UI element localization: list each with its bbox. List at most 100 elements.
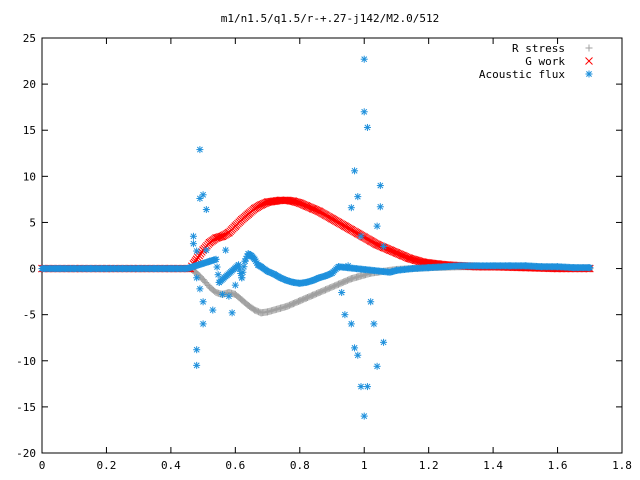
curve-point (374, 241, 383, 249)
data-point (202, 246, 210, 254)
y-tick-label: 5 (29, 216, 36, 229)
curve-point (235, 261, 243, 269)
data-point (196, 146, 204, 154)
curve-point (384, 245, 393, 254)
data-point (360, 55, 368, 63)
data-point (193, 247, 201, 255)
data-point (363, 123, 371, 131)
y-tick-label: -5 (23, 309, 36, 322)
curve-point (298, 200, 307, 209)
data-point (347, 320, 355, 328)
series-acoustic-flux (38, 55, 594, 420)
curve-point (304, 203, 313, 211)
curve-point (302, 201, 311, 210)
data-point (199, 191, 207, 199)
curve-point (395, 250, 403, 258)
curve-point (213, 263, 221, 271)
curve-point (401, 252, 410, 261)
y-tick-label: -15 (16, 401, 36, 414)
curve-point (258, 200, 267, 209)
curve-point (390, 247, 398, 256)
curve-point (308, 204, 317, 213)
data-point (360, 412, 368, 420)
legend-marker (585, 44, 593, 52)
curve-point (297, 199, 305, 208)
y-tick-label: 0 (29, 263, 36, 276)
data-point (376, 203, 384, 211)
curve-point (393, 249, 402, 258)
data-point (380, 338, 388, 346)
y-tick-label: 15 (23, 124, 36, 137)
data-point (351, 167, 359, 175)
curve-point (301, 201, 309, 210)
x-tick-label: 1.6 (548, 459, 568, 472)
data-point (370, 320, 378, 328)
curve-point (259, 199, 268, 208)
curve-point (295, 199, 304, 207)
legend-label: R stress (512, 42, 565, 55)
y-tick-label: 10 (23, 170, 36, 183)
y-tick-label: -10 (16, 355, 36, 368)
curve-point (299, 200, 308, 209)
x-tick-label: 0.8 (290, 459, 310, 472)
data-point (199, 298, 207, 306)
x-tick-label: 1.4 (483, 459, 503, 472)
data-point (354, 351, 362, 359)
data-point (338, 289, 346, 297)
curve-point (311, 205, 320, 214)
x-tick-label: 0.4 (161, 459, 181, 472)
curve-point (397, 251, 406, 259)
data-point (347, 204, 355, 212)
data-point (380, 242, 388, 250)
x-tick-label: 0 (39, 459, 46, 472)
y-tick-label: 25 (23, 32, 36, 45)
data-point (363, 383, 371, 391)
curve-point (303, 202, 312, 211)
curve-point (217, 232, 226, 241)
legend-marker (585, 70, 593, 78)
data-point (231, 281, 239, 289)
chart-title: m1/n1.5/q1.5/r-+.27-j142/M2.0/512 (221, 12, 440, 25)
legend-label: G work (525, 55, 565, 68)
data-point (351, 344, 359, 352)
data-point (218, 290, 226, 298)
x-tick-label: 1 (361, 459, 368, 472)
curve-point (306, 203, 314, 212)
data-point (373, 362, 381, 370)
curve-point (212, 255, 220, 263)
plot-frame (41, 37, 623, 454)
x-tick-label: 1.2 (419, 459, 439, 472)
curve-point (310, 205, 318, 214)
data-point (357, 383, 365, 391)
curve-point (312, 206, 321, 215)
data-point (228, 309, 236, 317)
data-point (193, 361, 201, 369)
data-point (196, 194, 204, 202)
axes: 0 0.2 0.4 0.6 0.8 1 1.2 1.4 1.6 1.8 -20 -15 -10 -5 0 5 1… (16, 32, 632, 472)
curve-point (396, 250, 405, 259)
data-point (193, 346, 201, 354)
data-point (202, 206, 210, 214)
y-tick-label: 20 (23, 78, 36, 91)
curve-point (392, 249, 401, 257)
data-point (199, 320, 207, 328)
curve-point (386, 246, 394, 254)
data-point (357, 232, 365, 240)
data-point (196, 285, 204, 293)
data-point (189, 240, 197, 248)
curve-point (391, 248, 400, 257)
curve-point (240, 263, 248, 271)
x-tick-label: 0.2 (97, 459, 117, 472)
data-point (367, 298, 375, 306)
series-g-work (38, 196, 594, 273)
curve-point (586, 264, 594, 272)
data-point (376, 182, 384, 190)
x-tick-label: 0.6 (225, 459, 245, 472)
curve-point (399, 251, 407, 260)
curve-point (239, 268, 247, 276)
legend-label: Acoustic flux (479, 68, 565, 81)
curve-point (388, 247, 397, 256)
data-point (209, 306, 217, 314)
curve-point (238, 274, 246, 282)
